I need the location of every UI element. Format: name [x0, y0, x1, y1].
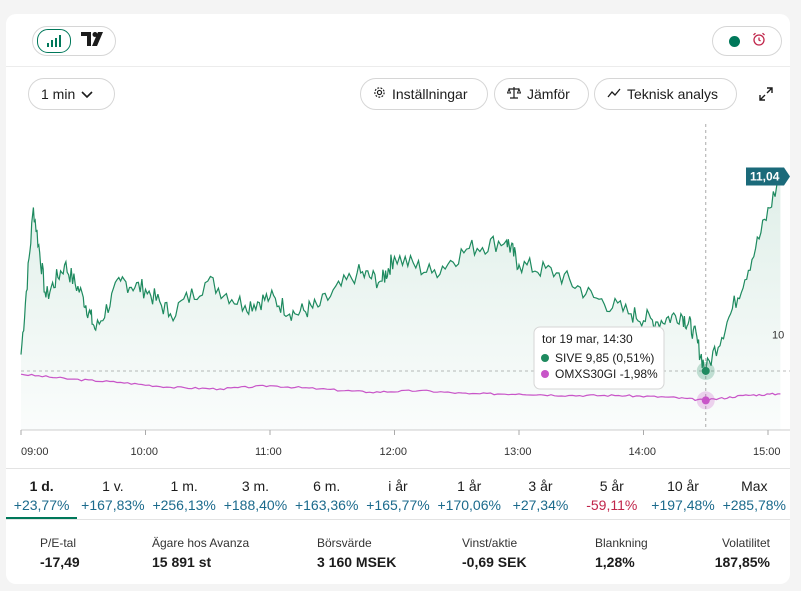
technical-analysis-button[interactable]: Teknisk analys [594, 78, 737, 110]
period-tab[interactable]: 6 m. +163,36% [291, 469, 362, 519]
period-label: 1 år [457, 478, 482, 494]
x-axis-label: 09:00 [21, 446, 49, 458]
stat-value: 187,85% [714, 554, 770, 570]
period-change: +285,78% [722, 497, 787, 513]
period-change: +167,83% [81, 497, 145, 513]
period-tab[interactable]: 1 d. +23,77% [6, 469, 78, 519]
stat-value: 3 160 MSEK [317, 554, 397, 570]
tradingview-logo-icon[interactable] [81, 31, 107, 51]
series-line-omxs30gi [20, 373, 781, 402]
period-change: +165,77% [366, 497, 430, 513]
expand-icon[interactable] [758, 86, 774, 107]
stat-item: Volatilitet 187,85% [715, 536, 770, 570]
last-price-badge [746, 167, 790, 186]
settings-label: Inställningar [392, 86, 468, 102]
interval-label: 1 min [41, 86, 76, 102]
period-change: +170,06% [437, 497, 501, 513]
key-figures: P/E-tal -17,49 Ägare hos Avanza 15 891 st Bö… [6, 536, 790, 576]
live-dot-icon [729, 35, 740, 47]
period-tab[interactable]: 5 år -59,11% [576, 469, 647, 519]
stat-label: Volatilitet [721, 536, 770, 550]
omx-marker [701, 396, 710, 405]
x-axis-label: 10:00 [130, 446, 159, 458]
last-price-label: 11,04 [750, 169, 780, 183]
x-axis-label: 12:00 [379, 446, 408, 458]
stat-item: Ägare hos Avanza 15 891 st [152, 536, 249, 570]
period-label: 1 v. [102, 478, 124, 494]
period-label: Max [741, 478, 768, 494]
period-tab[interactable]: 3 år +27,34% [505, 469, 576, 519]
compare-label: Jämför [527, 86, 570, 102]
tooltip-row: OMXS30GI -1,98% [555, 367, 658, 381]
x-axis-label: 15:00 [753, 446, 781, 458]
stat-label: Vinst/aktie [462, 536, 518, 550]
interval-select[interactable]: 1 min [28, 78, 115, 110]
period-change: -59,11% [586, 497, 638, 513]
period-label: i år [388, 478, 408, 494]
stat-item: Börsvärde 3 160 MSEK [317, 536, 396, 570]
stat-label: Börsvärde [317, 536, 372, 550]
alarm-clock-icon[interactable] [752, 32, 766, 51]
period-label: 1 d. [29, 478, 54, 494]
period-change: +188,40% [223, 497, 288, 513]
period-change: +27,34% [512, 497, 569, 513]
period-tab[interactable]: Max +285,78% [719, 469, 790, 519]
chevron-down-icon [81, 86, 93, 102]
period-tab[interactable]: 1 v. +167,83% [77, 469, 148, 519]
tooltip-box [533, 326, 665, 390]
signal-bars-icon[interactable] [37, 29, 71, 53]
tooltip-dot [541, 370, 549, 378]
live-status-toggle[interactable] [712, 26, 782, 56]
stat-label: P/E-tal [40, 536, 77, 550]
series-line-sive [20, 176, 781, 374]
scale-icon [506, 86, 522, 102]
x-axis-label: 11:00 [255, 446, 282, 458]
period-tab[interactable]: 3 m. +188,40% [220, 469, 291, 519]
top-bar [6, 14, 790, 67]
period-label: 6 m. [313, 478, 341, 494]
period-change: +256,13% [152, 497, 216, 513]
stat-label: Ägare hos Avanza [152, 536, 250, 550]
series-area-sive [21, 176, 781, 430]
period-change: +23,77% [13, 497, 70, 513]
trend-line-icon [607, 86, 621, 102]
stat-value: 1,28% [595, 554, 635, 570]
x-axis-label: 13:00 [504, 446, 532, 458]
period-label: 3 år [528, 478, 553, 494]
period-tab[interactable]: i år +165,77% [362, 469, 433, 519]
stat-label: Blankning [595, 536, 648, 550]
stat-value: 15 891 st [152, 554, 212, 570]
period-label: 5 år [599, 478, 624, 494]
stat-value: -17,49 [40, 554, 80, 570]
period-change: +163,36% [294, 497, 359, 513]
period-tab[interactable]: 1 m. +256,13% [149, 469, 220, 519]
price-chart[interactable]: 10 11,04 tor 19 mar, 14:30 SIVE 9,85 (0,51%… [6, 124, 790, 470]
compare-button[interactable]: Jämför [494, 78, 589, 110]
stat-item: Blankning 1,28% [595, 536, 648, 570]
period-tab[interactable]: 1 år +170,06% [434, 469, 505, 519]
technical-analysis-label: Teknisk analys [627, 86, 719, 102]
stat-item: P/E-tal -17,49 [40, 536, 80, 570]
chart-type-switch[interactable] [32, 26, 116, 56]
period-label: 10 år [667, 478, 699, 494]
period-change: +197,48% [651, 497, 715, 513]
tooltip-row: SIVE 9,85 (0,51%) [555, 351, 654, 365]
period-label: 3 m. [241, 478, 270, 494]
gear-icon [373, 86, 386, 102]
tooltip-dot [541, 354, 549, 362]
settings-button[interactable]: Inställningar [360, 78, 488, 110]
tooltip-title: tor 19 mar, 14:30 [542, 332, 633, 346]
period-tab[interactable]: 10 år +197,48% [647, 469, 718, 519]
stat-value: -0,69 SEK [462, 554, 527, 570]
x-axis-label: 14:00 [628, 446, 657, 458]
y-tick-label: 10 [772, 329, 784, 341]
period-selector: 1 d. +23,77% 1 v. +167,83% 1 m. +256,13% 3 m. +… [6, 468, 790, 520]
stat-item: Vinst/aktie -0,69 SEK [462, 536, 527, 570]
sive-marker [701, 366, 710, 375]
period-label: 1 m. [170, 478, 198, 494]
chart-card: 1 min Inställningar Jämför Teknisk analy… [6, 14, 790, 584]
